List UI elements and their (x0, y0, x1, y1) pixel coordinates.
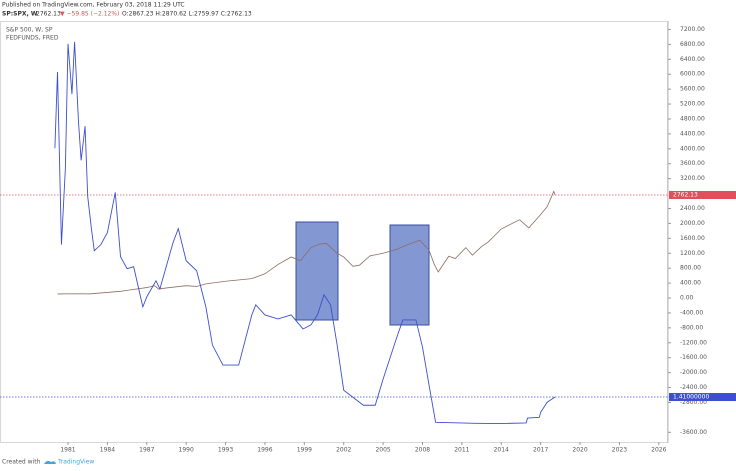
y-tick-label: 6000.00 (680, 71, 705, 78)
y-tick-label: 3200.00 (680, 175, 705, 182)
ohlc: O:2867.23 H:2870.62 L:2759.97 C:2762.13 (122, 11, 252, 18)
series-line (57, 190, 556, 295)
x-tick-label: 1981 (60, 447, 75, 454)
footer-created: Created with (2, 459, 41, 466)
marks: 7200.00 6800.00 6400.00 6000.00 5600.00 5200.… (0, 26, 736, 454)
y-tick-label: 4000.00 (680, 145, 705, 152)
y-tick-label: 800.00 (680, 265, 701, 272)
y-tick-label: 2000.00 (680, 220, 705, 227)
y-tick-label: -1200.00 (680, 339, 707, 346)
published: Published on TradingView.com, February 0… (2, 2, 185, 9)
last-value-box (669, 190, 736, 199)
y-tick-label: 400.00 (680, 280, 701, 287)
highlight-box (295, 221, 339, 321)
y-tick-label: 2400.00 (680, 205, 705, 212)
y-tick-label: -2400.00 (680, 384, 707, 391)
x-tick-label: 2008 (415, 447, 430, 454)
y-tick-label: 5600.00 (680, 86, 705, 93)
y-tick-label: 5200.00 (680, 101, 705, 108)
y-tick-label: -2800.00 (680, 399, 707, 406)
x-tick-label: 1996 (257, 447, 272, 454)
y-tick-label: 1200.00 (680, 250, 705, 257)
y-tick-label: -400.00 (680, 309, 703, 316)
x-tick-label: 1999 (297, 447, 312, 454)
symbol: SP:SPX, W (2, 11, 38, 18)
x-tick-label: 2026 (651, 447, 666, 454)
y-tick-label: 6400.00 (680, 56, 705, 63)
last-value-label: 1.41000000 (673, 394, 709, 401)
change: ▼ −59.85 (−2.12%) (60, 11, 119, 18)
y-tick-label: 7200.00 (680, 26, 705, 33)
last-value-label: 2762.13 (673, 191, 698, 198)
x-tick-label: 2023 (612, 447, 627, 454)
legend-entry: S&P 500, W, SP (6, 27, 53, 34)
x-tick-label: 2005 (375, 447, 390, 454)
y-tick-label: 1600.00 (680, 235, 705, 242)
y-tick-label: 0.00 (680, 295, 694, 302)
x-tick-label: 2017 (533, 447, 548, 454)
footer-brand: TradingView (57, 459, 94, 466)
series-line (54, 41, 556, 424)
y-tick-label: -3600.00 (680, 429, 707, 436)
y-tick-label: 6800.00 (680, 41, 705, 48)
x-tick-label: 1984 (100, 447, 115, 454)
highlight-box (389, 224, 430, 326)
legend-entry: FEDFUNDS, FRED (6, 35, 59, 42)
y-tick-label: -2000.00 (680, 369, 707, 376)
y-tick-label: 4400.00 (680, 130, 705, 137)
x-tick-label: 2011 (454, 447, 469, 454)
y-tick-label: -800.00 (680, 324, 703, 331)
x-tick-label: 2014 (494, 447, 509, 454)
x-tick-label: 1987 (139, 447, 154, 454)
last: 2762.13 (36, 11, 61, 18)
x-tick-label: 2002 (336, 447, 351, 454)
y-tick-label: -1600.00 (680, 354, 707, 361)
y-tick-label: 3600.00 (680, 160, 705, 167)
logo (44, 460, 56, 464)
x-tick-label: 1990 (179, 447, 194, 454)
x-tick-label: 2020 (572, 447, 587, 454)
x-tick-label: 1993 (218, 447, 233, 454)
last-value-box (669, 393, 736, 402)
y-tick-label: 4800.00 (680, 115, 705, 122)
